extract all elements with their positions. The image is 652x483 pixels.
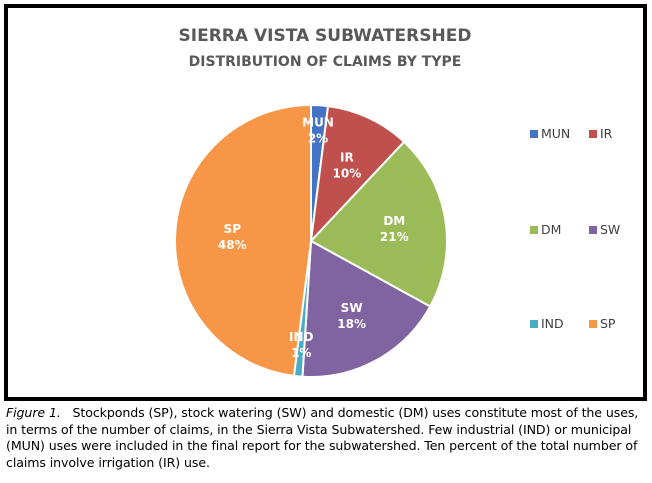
caption-text: Stockponds (SP), stock watering (SW) and… — [6, 405, 639, 470]
slice-percent-mun: 2% — [308, 132, 328, 146]
slice-label-sw: SW — [341, 301, 363, 315]
legend-swatch-sw — [589, 226, 597, 234]
slice-label-sp: SP — [224, 222, 242, 236]
chart-frame: SIERRA VISTA SUBWATERSHED DISTRIBUTION O… — [4, 4, 647, 401]
slice-label-dm: DM — [383, 214, 405, 228]
legend-label-ir: IR — [600, 126, 613, 141]
legend-swatch-sp — [589, 320, 597, 328]
pie-slice-ir — [309, 104, 406, 244]
chart-subtitle: DISTRIBUTION OF CLAIMS BY TYPE — [189, 54, 462, 70]
legend-swatch-dm — [530, 226, 538, 234]
legend: MUN IR DM SW IND SP — [530, 126, 620, 331]
chart-title: SIERRA VISTA SUBWATERSHED — [179, 26, 472, 46]
slice-percent-sp: 48% — [218, 238, 247, 252]
legend-label-dm: DM — [541, 222, 561, 237]
legend-label-sp: SP — [600, 316, 616, 331]
slice-percent-ir: 10% — [333, 167, 362, 181]
slice-percent-ind: 1% — [291, 346, 311, 360]
legend-label-ind: IND — [541, 316, 564, 331]
slice-label-mun: MUN — [302, 116, 334, 130]
legend-swatch-ir — [589, 130, 597, 138]
pie-chart: SIERRA VISTA SUBWATERSHED DISTRIBUTION O… — [174, 26, 620, 378]
slice-percent-sw: 18% — [337, 317, 366, 331]
legend-swatch-ind — [530, 320, 538, 328]
legend-label-mun: MUN — [541, 126, 570, 141]
legend-label-sw: SW — [600, 222, 620, 237]
slice-percent-dm: 21% — [380, 230, 409, 244]
slice-label-ir: IR — [340, 151, 354, 165]
legend-swatch-mun — [530, 130, 538, 138]
pie-slices — [174, 103, 448, 378]
figure-label: Figure 1. — [6, 405, 61, 420]
slice-label-ind: IND — [289, 330, 314, 344]
figure-caption: Figure 1. Stockponds (SP), stock waterin… — [6, 405, 650, 471]
slice-labels: MUN 2% IR 10% DM 21% SW 18% IND 1% SP 48% — [218, 116, 409, 360]
pie-slice-sp — [174, 103, 312, 378]
pie-slice-dm — [309, 140, 448, 308]
pie-slice-sw — [301, 239, 432, 378]
